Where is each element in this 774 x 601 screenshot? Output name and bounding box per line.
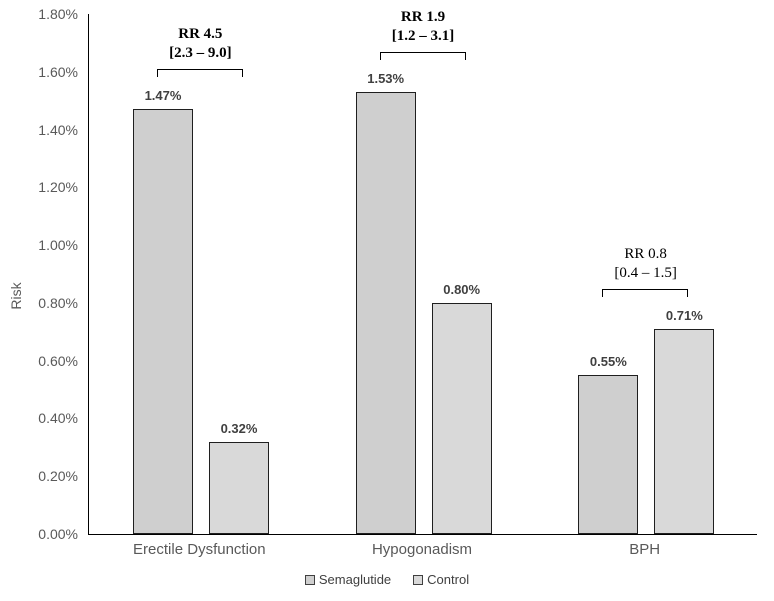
bar-semaglutide-bph <box>578 375 639 534</box>
y-tick-label: 0.20% <box>38 468 78 485</box>
bar-value-label: 0.80% <box>443 281 481 297</box>
bar-control-bph <box>654 328 715 534</box>
plot-area: 1.47% 0.32% RR 4.5 [2.3 – 9.0] 1.53% 0.80% RR … <box>88 9 757 535</box>
bar-value-label: 0.71% <box>665 307 703 323</box>
rr-confidence-interval: [1.2 – 3.1] <box>391 28 455 44</box>
category-group-bph: 0.55% 0.71% RR 0.8 [0.4 – 1.5] <box>534 14 757 534</box>
y-tick-label: 1.20% <box>38 179 78 196</box>
x-category-label-hypogonadism: Hypogonadism <box>371 541 473 558</box>
y-tick-label: 0.40% <box>38 410 78 427</box>
bar-value-label: 1.53% <box>367 71 405 86</box>
rr-annotation: RR 0.8 [0.4 – 1.5] <box>514 245 774 283</box>
category-group-hypogonadism: 1.53% 0.80% RR 1.9 [1.2 – 3.1] <box>312 9 535 534</box>
rr-label: RR 4.5 <box>178 26 223 43</box>
x-category-label-bph: BPH <box>629 541 661 558</box>
bar-semaglutide-erectile-dysfunction <box>133 109 193 534</box>
rr-annotation: RR 4.5 [2.3 – 9.0] <box>69 25 332 63</box>
comparison-bracket <box>157 69 243 78</box>
rr-confidence-interval: [2.3 – 9.0] <box>169 45 232 62</box>
y-tick-label: 1.00% <box>38 237 78 254</box>
category-group-erectile-dysfunction: 1.47% 0.32% RR 4.5 [2.3 – 9.0] <box>89 14 312 534</box>
y-tick-label: 0.00% <box>38 526 78 542</box>
legend-item-semaglutide: Semaglutide <box>304 572 392 587</box>
legend-label: Semaglutide <box>318 572 392 587</box>
y-tick-label: 0.60% <box>38 352 78 369</box>
legend-item-control: Control <box>413 572 469 587</box>
bar-control-hypogonadism <box>431 302 492 534</box>
rr-annotation: RR 1.9 [1.2 – 3.1] <box>292 8 555 46</box>
rr-label: RR 1.9 <box>400 9 446 25</box>
bar-semaglutide-hypogonadism <box>355 92 416 534</box>
y-tick-label: 1.60% <box>38 63 78 80</box>
bar-value-label: 0.55% <box>589 354 627 370</box>
bar-value-label: 1.47% <box>144 88 182 104</box>
legend-swatch-semaglutide <box>304 574 315 585</box>
legend: Semaglutide Control <box>0 572 774 587</box>
x-axis: Erectile Dysfunction Hypogonadism BPH <box>88 541 756 558</box>
x-category-label-erectile-dysfunction: Erectile Dysfunction <box>133 541 266 558</box>
rr-label: RR 0.8 <box>624 245 667 262</box>
bar-control-erectile-dysfunction <box>209 441 269 534</box>
y-tick-label: 1.80% <box>38 6 78 22</box>
comparison-bracket <box>602 288 689 297</box>
comparison-bracket <box>379 52 466 60</box>
legend-label: Control <box>427 572 470 587</box>
y-tick-label: 0.80% <box>38 294 78 311</box>
y-axis: 0.00% 0.20% 0.40% 0.60% 0.80% 1.00% 1.20% 1.40%… <box>0 7 78 541</box>
y-tick-label: 1.40% <box>38 121 78 138</box>
legend-swatch-control <box>413 574 424 585</box>
bar-value-label: 0.32% <box>220 420 258 436</box>
rr-confidence-interval: [0.4 – 1.5] <box>614 264 677 281</box>
